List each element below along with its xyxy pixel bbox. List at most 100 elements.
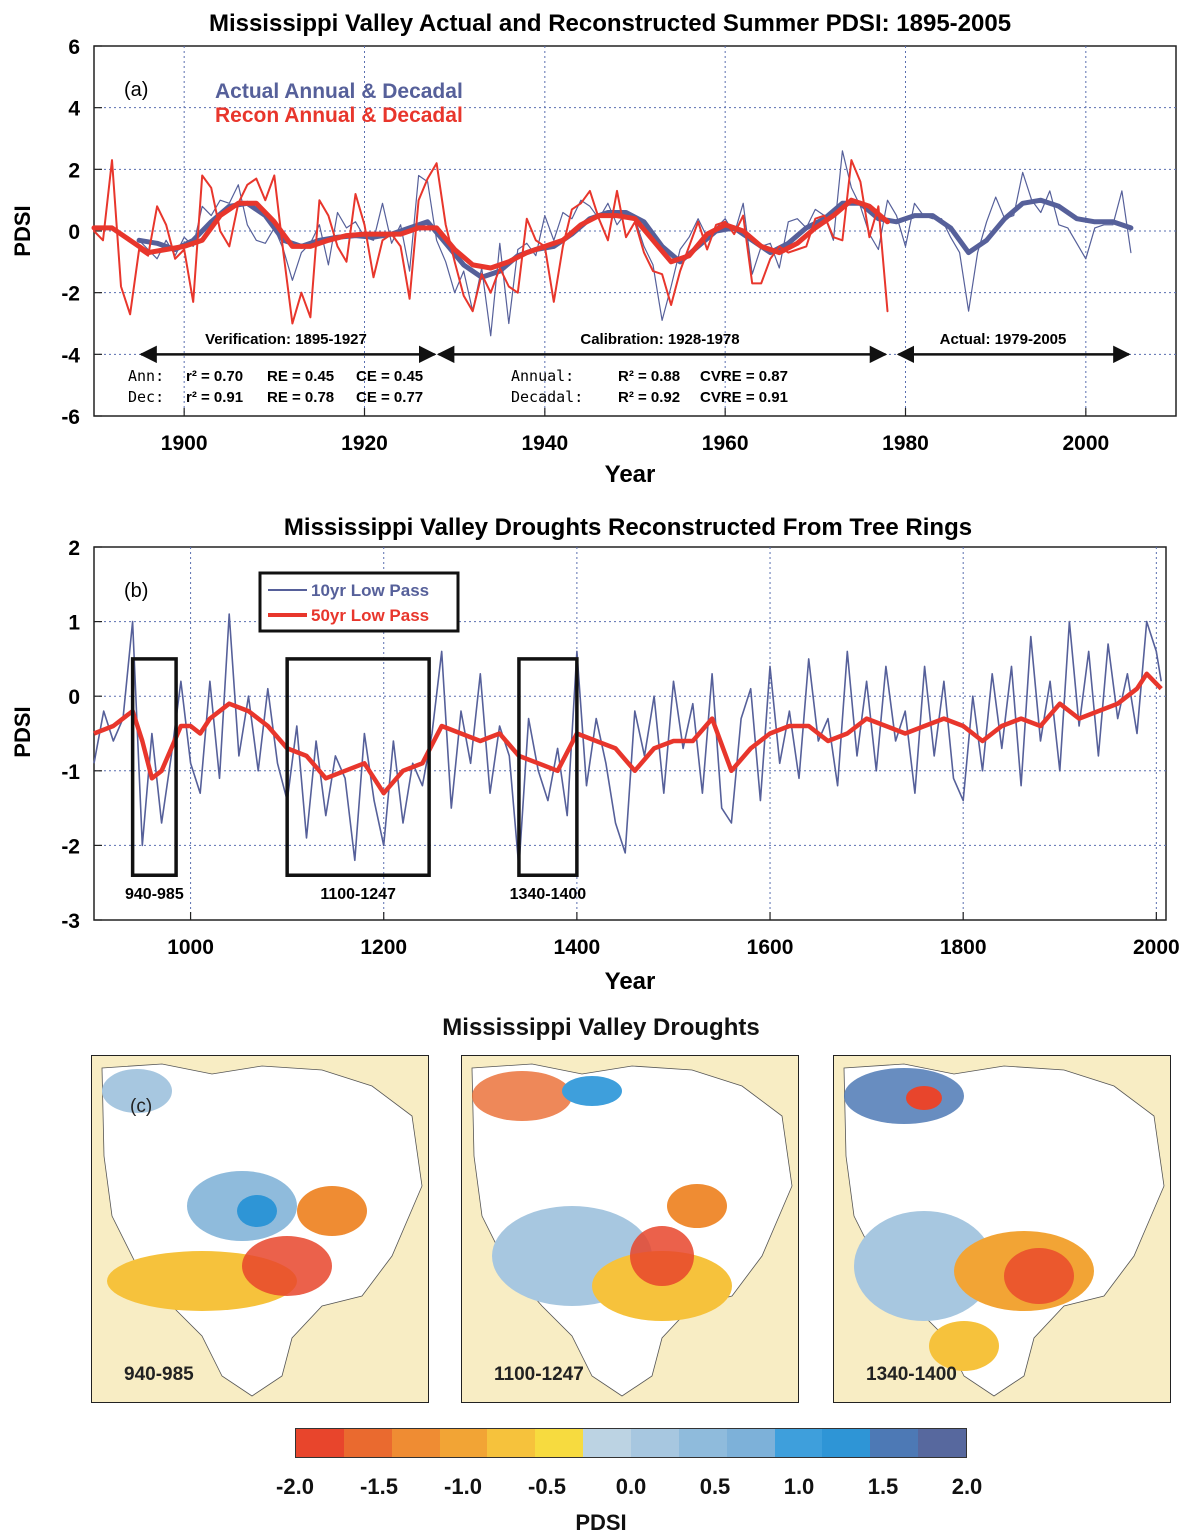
- chart-a-panel-tag: (a): [124, 79, 148, 101]
- colorbar-swatch: [391, 1429, 440, 1457]
- period-label-verification: Verification: 1895-1927: [205, 331, 367, 348]
- stat-dec-r2: r² = 0.91: [186, 389, 243, 406]
- stat-ann-ce: CE = 0.45: [356, 368, 423, 385]
- stat-ann-prefix: Ann:: [128, 367, 164, 385]
- drought-box: [285, 657, 431, 877]
- colorbar-swatch: [535, 1429, 584, 1457]
- stat-decadal-prefix: Decadal:: [511, 388, 583, 406]
- y-tick-label: -6: [61, 406, 80, 429]
- colorbar-tick-label: -1.5: [360, 1474, 398, 1499]
- x-tick-label: 1800: [940, 936, 987, 959]
- chart-a: Mississippi Valley Actual and Reconstruc…: [10, 10, 1177, 488]
- y-tick-label: 0: [68, 221, 80, 244]
- map-label-1: 940-985: [124, 1364, 194, 1385]
- colorbar-swatch: [918, 1429, 967, 1457]
- mixed-patch-alaska: [472, 1071, 572, 1121]
- x-tick-label: 1600: [747, 936, 794, 959]
- y-tick-label: 2: [68, 537, 80, 560]
- recon-decadal-line: [91, 197, 890, 271]
- stat-ann-re: RE = 0.45: [267, 368, 334, 385]
- colorbar-swatch: [631, 1429, 679, 1457]
- colorbar-tick-label: 1.0: [783, 1474, 815, 1499]
- wet-patch-alaska: [844, 1068, 964, 1124]
- drought-box: [130, 657, 178, 877]
- colorbar-tick-label: -0.5: [528, 1474, 566, 1499]
- drought-patch-mexico: [929, 1321, 999, 1371]
- colorbar-swatch: [296, 1429, 344, 1457]
- period-label-actual: Actual: 1979-2005: [940, 331, 1067, 348]
- map-panel-2: 1100-1247: [461, 1055, 799, 1403]
- colorbar-swatch: [726, 1429, 775, 1457]
- y-tick-label: -2: [61, 283, 80, 306]
- map-panel-3: 1340-1400: [833, 1055, 1171, 1403]
- y-tick-label: -2: [61, 835, 80, 858]
- drought-box-label: 1100-1247: [320, 886, 396, 903]
- wet-patch-arctic: [562, 1076, 622, 1106]
- chart-a-series: [91, 150, 1134, 337]
- x-tick-label: 1000: [167, 936, 214, 959]
- y-tick-label: 2: [68, 159, 80, 182]
- colorbar: [295, 1428, 967, 1458]
- stat-annual-cvre: CVRE = 0.87: [700, 368, 788, 385]
- lowpass-10yr-line: [93, 613, 1162, 869]
- x-tick-label: 1940: [521, 432, 568, 455]
- y-tick-label: -1: [61, 761, 80, 784]
- chart-a-title: Mississippi Valley Actual and Reconstruc…: [209, 10, 1011, 37]
- chart-a-xlabel: Year: [605, 461, 656, 488]
- stat-ann-r2: r² = 0.70: [186, 368, 243, 385]
- colorbar-ticks: -2.0 -1.5 -1.0 -0.5 0.0 0.5 1.0 1.5 2.0: [276, 1474, 982, 1504]
- y-tick-label: -4: [61, 344, 80, 367]
- stat-dec-re: RE = 0.78: [267, 389, 334, 406]
- stat-annual-r2: R² = 0.88: [618, 368, 680, 385]
- chart-c-title: Mississippi Valley Droughts: [442, 1014, 760, 1041]
- colorbar-tick-label: -1.0: [444, 1474, 482, 1499]
- colorbar-tick-label: 1.5: [867, 1474, 899, 1499]
- chart-b-series: [93, 613, 1163, 869]
- colorbar-swatch: [870, 1429, 919, 1457]
- legend-b-frame: [258, 571, 460, 633]
- colorbar-tick-label: 0.5: [699, 1474, 731, 1499]
- chart-b-plot-area: [93, 546, 1167, 921]
- chart-b-x-ticks: 1000 1200 1400 1600 1800 2000: [167, 912, 1180, 959]
- drought-box-label: 1340-1400: [510, 886, 587, 903]
- stat-decadal-cvre: CVRE = 0.91: [700, 389, 788, 406]
- drought-patch-ne: [667, 1184, 727, 1228]
- colorbar-tick-label: 0.0: [615, 1474, 647, 1499]
- map-label-3: 1340-1400: [866, 1364, 957, 1385]
- stat-decadal-r2: R² = 0.92: [618, 389, 680, 406]
- legend-a-recon: Recon Annual & Decadal: [215, 104, 463, 127]
- chart-b-xlabel: Year: [605, 968, 656, 995]
- recon-annual-line: [93, 159, 889, 325]
- wet-core: [237, 1195, 277, 1227]
- stat-dec-ce: CE = 0.77: [356, 389, 423, 406]
- x-tick-label: 1400: [554, 936, 601, 959]
- chart-b-ylabel: PDSI: [10, 706, 35, 757]
- chart-a-y-ticks: -6 -4 -2 0 2 4 6: [61, 36, 102, 429]
- colorbar-tick-label: -2.0: [276, 1474, 314, 1499]
- colorbar-swatch: [439, 1429, 488, 1457]
- north-america-map-3: [843, 1063, 1165, 1397]
- colorbar-label: PDSI: [575, 1510, 627, 1535]
- colorbar-swatch: [583, 1429, 632, 1457]
- map-label-2: 1100-1247: [494, 1364, 584, 1385]
- colorbar-swatch: [822, 1429, 871, 1457]
- period-label-calibration: Calibration: 1928-1978: [580, 331, 739, 348]
- x-tick-label: 2000: [1133, 936, 1180, 959]
- x-tick-label: 1960: [702, 432, 749, 455]
- y-tick-label: 0: [68, 686, 80, 709]
- x-tick-label: 2000: [1062, 432, 1109, 455]
- drought-core: [242, 1236, 332, 1296]
- x-tick-label: 1980: [882, 432, 929, 455]
- y-tick-label: 6: [68, 36, 80, 59]
- legend-a-actual: Actual Annual & Decadal: [215, 80, 463, 103]
- chart-b-legend: 10yr Low Pass 50yr Low Pass: [258, 571, 460, 633]
- chart-a-ylabel: PDSI: [10, 205, 35, 256]
- chart-b-panel-tag: (b): [124, 580, 148, 602]
- stat-dec-prefix: Dec:: [128, 388, 164, 406]
- wet-patch-west: [854, 1211, 994, 1321]
- chart-b-title: Mississippi Valley Droughts Reconstructe…: [284, 514, 972, 541]
- drought-box-label: 940-985: [125, 886, 184, 903]
- chart-c-panel-tag: (c): [130, 1096, 153, 1117]
- drought-core: [630, 1226, 694, 1286]
- north-america-map-2: [471, 1063, 793, 1397]
